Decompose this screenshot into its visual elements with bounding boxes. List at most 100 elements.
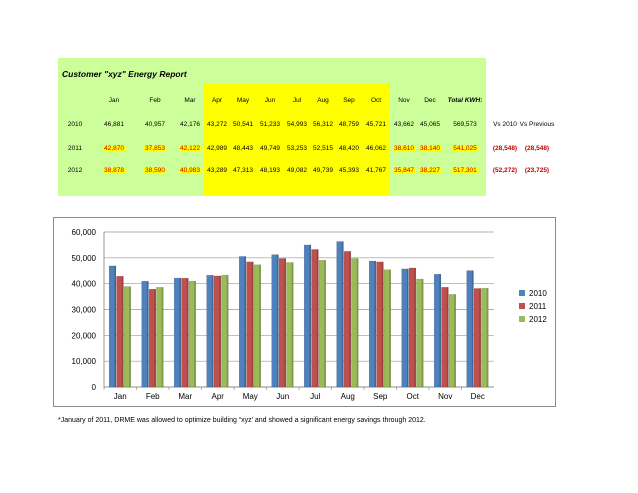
bar-shade [406,268,409,387]
bar-2010 [466,270,474,388]
y-tick-label: 10,000 [72,357,97,366]
row-total: 541,025 [452,145,478,152]
row-year: 2010 [67,121,83,128]
bar-2010 [271,254,279,388]
table-cell: 48,759 [339,121,359,128]
bar-shade [471,270,474,387]
x-tick-label: Sep [373,392,388,401]
bar-2010 [206,275,214,388]
table-cell: 43,272 [207,121,227,128]
table-cell: 56,312 [313,121,333,128]
table-cell: 42,122 [179,145,201,152]
bar-2010 [173,277,182,388]
bar-2012 [156,287,164,388]
table-cell: 53,253 [287,145,307,152]
month-header: Dec [424,97,436,104]
row-total: 569,573 [453,121,477,128]
bar-2011 [311,249,319,388]
month-header: Sep [343,97,355,104]
month-header: Mar [184,97,196,104]
comparison-vs-previous: Vs Previous [519,121,555,128]
bar-2010 [108,265,117,388]
bar-2012 [318,260,326,388]
legend-swatch-2012 [519,316,525,322]
table-cell: 42,176 [180,121,200,128]
bar-shade [276,254,279,387]
table-cell: 37,853 [144,145,166,152]
bar-2012 [221,274,229,388]
table-cell: 50,541 [233,121,253,128]
x-tick-label: Dec [471,392,485,401]
comparison-vs-previous: (23,725) [524,167,550,174]
bar-shade [291,262,294,387]
bar-shade [259,264,261,387]
bar-shade [324,260,326,387]
bar-shade [146,281,149,387]
bar-2010 [401,268,409,388]
x-tick-label: Jun [276,392,289,401]
month-header: May [236,97,250,104]
bar-2011 [278,258,287,388]
bar-2011 [148,289,157,388]
bar-shade [251,261,254,387]
bar-shade [154,289,156,387]
table-cell: 43,289 [207,167,227,174]
bar-2012 [123,286,131,388]
legend-label: 2012 [529,315,547,324]
table-cell: 43,662 [394,121,414,128]
table-cell: 41,767 [366,167,386,174]
x-tick-label: Oct [407,392,420,401]
bar-2012 [351,258,359,388]
month-header: Jun [264,97,276,104]
table-cell: 47,313 [233,167,253,174]
x-tick-label: Jan [114,392,127,401]
bar-2011 [116,276,124,388]
bar-shade [309,244,311,387]
legend-swatch-2011 [519,303,525,309]
bar-2011 [181,277,189,388]
table-cell: 45,393 [339,167,359,174]
month-header: Jul [292,97,302,104]
legend-swatch-2010 [519,290,525,296]
bar-2011 [376,261,384,388]
table-cell: 51,233 [260,121,280,128]
bar-2012 [253,264,261,388]
table-cell: 46,881 [104,121,124,128]
y-tick-label: 20,000 [72,331,97,340]
x-tick-label: May [243,392,258,401]
bar-shade [454,294,456,387]
energy-chart: 0 10,000 20,000 30,000 40,000 50,000 60,000 Jan… [53,217,556,407]
bar-2010 [238,256,247,388]
bar-shade [374,261,376,387]
bar-shade [161,287,164,387]
month-header: Nov [398,97,410,104]
report-title: Customer "xyz" Energy Report [62,69,187,79]
table-cell: 48,443 [233,145,253,152]
row-total: 517,301 [452,167,478,174]
table-cell: 49,739 [313,167,333,174]
comparison-vs-2010: (28,548) [492,145,518,152]
bar-shade [194,281,196,387]
bar-shade [349,251,351,387]
table-cell: 54,993 [287,121,307,128]
table-cell: 38,610 [393,145,415,152]
x-tick-label: Feb [146,392,160,401]
table-cell: 38,878 [103,167,125,174]
legend-label: 2010 [529,289,547,298]
bar-2012 [286,262,294,388]
bar-shade [356,258,359,387]
y-tick-label: 30,000 [72,306,97,315]
table-cell: 46,062 [366,145,386,152]
bar-shade [341,241,344,387]
bar-shade [129,286,131,387]
bar-shade [381,261,384,387]
footnote: *January of 2011, DRME was allowed to op… [58,417,426,424]
x-tick-label: Apr [212,392,225,401]
table-cell: 49,082 [287,167,307,174]
table-cell: 35,847 [393,167,415,174]
bar-shade [114,265,116,387]
comparison-vs-2010: Vs 2010 [493,121,517,128]
bar-shade [179,278,181,387]
bar-2011 [343,251,352,388]
x-tick-label: Jul [310,392,320,401]
